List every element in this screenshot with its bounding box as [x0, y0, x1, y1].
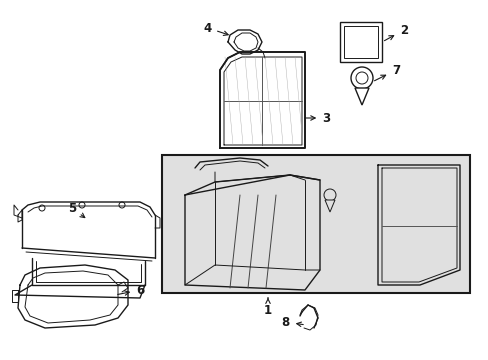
Text: 5: 5 [68, 202, 84, 217]
Text: 1: 1 [264, 298, 271, 316]
Text: 7: 7 [374, 63, 399, 81]
Circle shape [119, 202, 125, 208]
Bar [162, 155, 469, 293]
Polygon shape [354, 88, 368, 105]
Text: 2: 2 [384, 23, 407, 41]
Circle shape [324, 189, 335, 201]
Text: 4: 4 [203, 22, 228, 35]
Circle shape [39, 205, 45, 211]
Bar [343, 26, 377, 58]
Text: 6: 6 [118, 284, 144, 297]
Bar [339, 22, 381, 62]
Text: 3: 3 [304, 112, 329, 125]
Text: 8: 8 [281, 315, 303, 328]
Polygon shape [325, 200, 334, 212]
Circle shape [79, 202, 85, 208]
Circle shape [355, 72, 367, 84]
Circle shape [350, 67, 372, 89]
